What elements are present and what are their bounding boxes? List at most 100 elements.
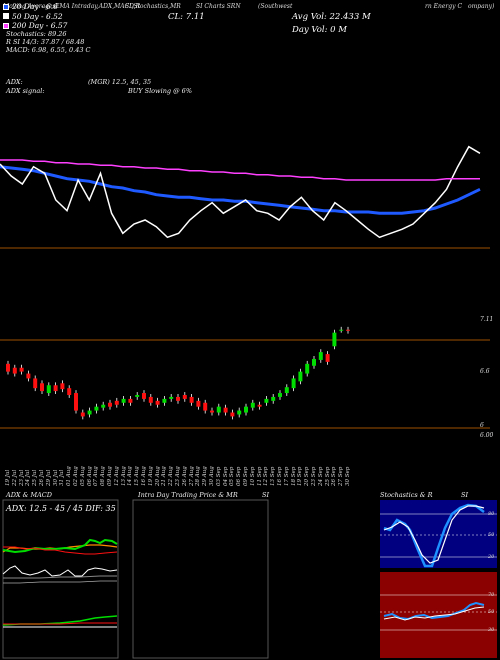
candle-body (94, 406, 99, 411)
x-label: 22 Jul (11, 469, 18, 486)
avg-volume: Avg Vol: 22.433 M (292, 12, 371, 22)
candle-body (305, 363, 310, 374)
x-label: 26 Sep (331, 466, 338, 486)
rsi-white-line (383, 606, 485, 621)
rsi-axis-50: 50 (488, 609, 495, 615)
candle-body (80, 412, 85, 417)
header-symbol: SI Charts SRN (196, 3, 241, 10)
header-stochastics: SI,Stochastics,MR (125, 3, 181, 10)
candle-body (12, 367, 17, 374)
x-label: 31 Jul (59, 469, 66, 486)
candle-body (114, 400, 119, 405)
stochastics-si: SI (461, 491, 469, 499)
x-label: 13 Sep (270, 466, 277, 486)
x-label: 24 Sep (317, 466, 324, 486)
candle-body (339, 329, 344, 331)
candlesticks (6, 326, 350, 420)
rsi-value: R SI 14/3: 37.87 / 68.48 (6, 37, 85, 46)
x-label: 23 Aug (175, 466, 181, 486)
candle-body (46, 385, 51, 394)
x-label: 09 Aug (107, 466, 113, 486)
x-label: 25 Jul (32, 469, 39, 486)
x-label: 27 Sep (338, 466, 345, 486)
candle-body (196, 400, 201, 407)
lower-green-line (2, 615, 118, 626)
macd-signal-line (3, 580, 117, 584)
legend-label-50: 50 Day - 6.52 (12, 11, 63, 21)
stoch-axis-80: 80 (488, 511, 495, 517)
ma-legend: 20 Day - 6.6 50 Day - 6.52 200 Day - 6.5… (3, 2, 67, 31)
candle-body (210, 410, 214, 413)
rsi-axis-30: 30 (488, 627, 495, 633)
x-label: 16 Sep (277, 466, 283, 486)
x-label: 24 Jul (25, 469, 32, 486)
x-label: 13 Aug (120, 466, 127, 486)
x-label: 30 Sep (345, 466, 351, 486)
adx-signal-label: ADX signal: (6, 87, 45, 95)
stochastics-panel-bg (380, 500, 497, 568)
moving-average-lines (0, 145, 481, 239)
macd-white-line (2, 565, 118, 577)
header-company-3: ompany) (468, 3, 495, 10)
candle-body (128, 398, 133, 403)
candle-body (203, 402, 208, 411)
price-label-mid: 6.6 (480, 368, 490, 375)
header-indicators: EMA Intraday,ADX,MACD,R (55, 3, 141, 10)
x-label: 20 Aug (154, 466, 161, 486)
x-label: 12 Aug (113, 466, 120, 486)
candle-body (332, 332, 337, 347)
candle-body (264, 398, 269, 403)
candle-body (148, 396, 153, 403)
x-label: 30 Aug (209, 466, 215, 486)
rsi-blue-line (383, 601, 485, 621)
candle-body (237, 410, 242, 415)
x-label: 08 Aug (100, 466, 107, 486)
x-label: 07 Aug (93, 466, 100, 486)
stoch-white-line (383, 505, 485, 564)
x-label: 01 Aug (66, 466, 73, 486)
x-label: 16 Aug (141, 466, 147, 486)
x-label: 25 Sep (324, 466, 331, 486)
intraday-si: SI (262, 491, 270, 499)
rsi-panel-bg (380, 572, 497, 658)
ma-line-1 (0, 145, 481, 239)
x-label: 20 Sep (304, 466, 311, 486)
x-label: 15 Aug (134, 466, 141, 486)
x-label: 02 Aug (73, 466, 79, 486)
candle-body (169, 396, 174, 399)
x-label: 06 Aug (86, 466, 93, 486)
lower-red-line (3, 622, 117, 625)
adx-macd-title: ADX & MACD (6, 491, 52, 499)
candle-body (121, 398, 126, 403)
main-price-chart (0, 145, 490, 429)
candle-body (108, 402, 112, 407)
adx-panel-frame (2, 499, 119, 659)
x-label: 19 Sep (297, 466, 304, 486)
candle-body (67, 388, 72, 395)
candle-body (19, 367, 24, 372)
x-label: 23 Sep (311, 466, 317, 486)
stoch-axis-50: 50 (488, 532, 495, 538)
intraday-title: Intra Day Trading Price & MR (138, 491, 238, 499)
adx-red-line (3, 546, 118, 555)
x-label: 12 Sep (263, 466, 270, 486)
macd-value: MACD: 6.98, 6.55, 0.43 C (6, 45, 91, 54)
candle-body (250, 402, 255, 408)
price-label-top: 7.11 (480, 316, 494, 323)
day-volume: Day Vol: 0 M (292, 25, 347, 35)
stoch-blue-line (383, 503, 485, 568)
x-label: 06 Sep (236, 466, 243, 486)
candle-body (53, 385, 58, 392)
stochastics-value: Stochastics: 89.26 (6, 30, 67, 38)
candle-body (230, 412, 235, 417)
candle-body (278, 393, 282, 397)
x-label: 26 Jul (39, 469, 45, 486)
ma-line-2 (0, 159, 480, 181)
x-label: 04 Sep (222, 466, 229, 486)
candle-body (257, 404, 262, 407)
x-label: 27 Aug (188, 466, 195, 486)
x-label: 11 Sep (256, 466, 263, 486)
x-label: 09 Sep (243, 466, 249, 486)
candle-body (312, 358, 316, 366)
legend-swatch-20 (3, 3, 9, 10)
